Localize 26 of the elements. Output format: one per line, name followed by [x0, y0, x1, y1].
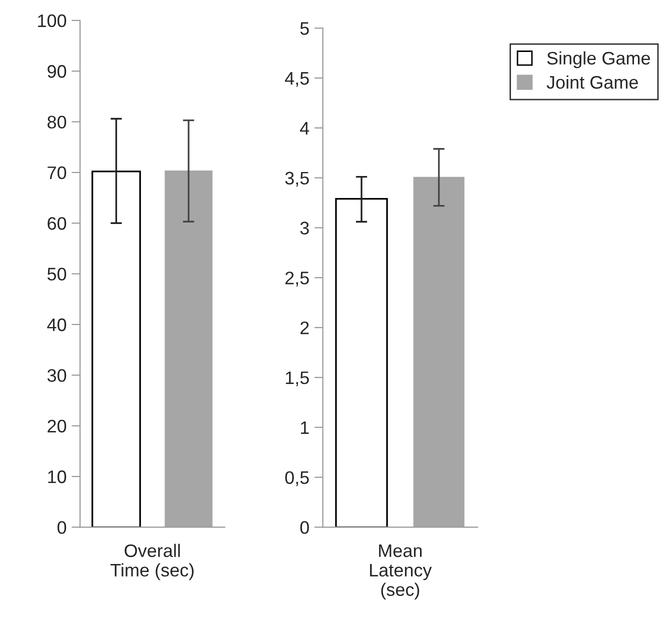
y-tick-label: 4: [300, 122, 310, 134]
y-tick-label: 4,5: [284, 72, 309, 87]
y-tick-label: 3: [300, 222, 309, 234]
y-tick-label: 90: [48, 65, 66, 78]
x-tick-label: Overall Time (sec): [110, 544, 194, 580]
y-tick-label: 0: [58, 521, 66, 534]
y-tick-label: 1,5: [286, 372, 309, 386]
y-tick-label: 70: [48, 166, 66, 180]
y-tick-label: 100: [38, 14, 66, 28]
y-tick-label: 50: [47, 268, 66, 281]
y-tick-label: 2,5: [285, 272, 309, 286]
y-tick-label: 60: [48, 217, 66, 230]
y-tick-label: 2: [300, 321, 309, 334]
y-tick-label: 5: [300, 22, 309, 35]
y-tick-label: 30: [47, 369, 66, 382]
legend-label: Joint Game: [546, 75, 638, 89]
y-tick-label: 0,5: [285, 471, 309, 486]
y-tick-label: 1: [300, 421, 309, 434]
y-tick-label: 40: [47, 318, 66, 332]
y-tick-label: 20: [48, 420, 66, 433]
y-tick-label: 3,5: [285, 172, 309, 187]
y-tick-label: 80: [48, 116, 66, 129]
y-tick-label: 0: [300, 521, 309, 534]
x-tick-label: Mean Latency (sec): [370, 544, 432, 600]
legend-label: Single Game: [547, 51, 650, 68]
y-tick-label: 10: [48, 470, 66, 484]
